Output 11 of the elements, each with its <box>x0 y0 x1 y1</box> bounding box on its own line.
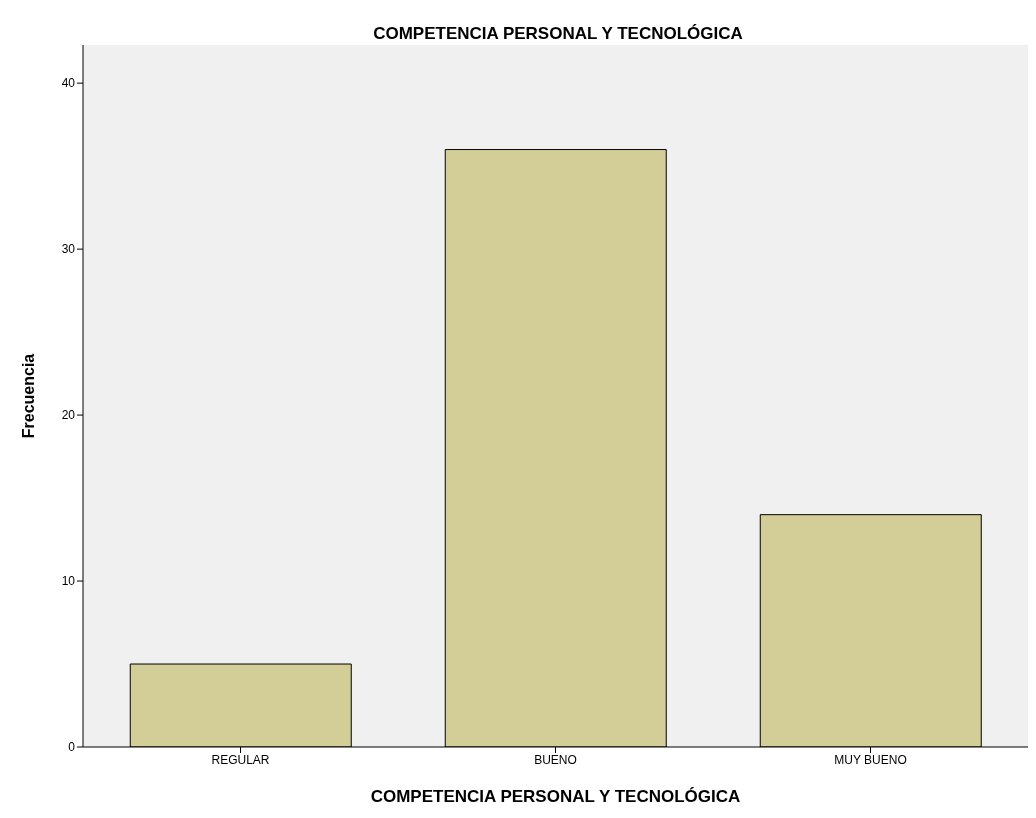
y-tick-label: 10 <box>61 574 76 589</box>
y-axis-title: Frecuencia <box>19 353 37 439</box>
x-tick-label: BUENO <box>534 752 577 767</box>
y-tick-label: 0 <box>68 740 76 755</box>
x-tick-label: MUY BUENO <box>834 752 907 767</box>
chart-title: COMPETENCIA PERSONAL Y TECNOLÓGICA <box>372 24 744 44</box>
x-axis-title: COMPETENCIA PERSONAL Y TECNOLÓGICA <box>370 787 741 806</box>
y-tick-label: 40 <box>61 76 76 91</box>
x-tick-label: REGULAR <box>211 752 270 767</box>
y-tick-label: 30 <box>61 242 76 257</box>
y-tick-label: 20 <box>61 408 76 423</box>
